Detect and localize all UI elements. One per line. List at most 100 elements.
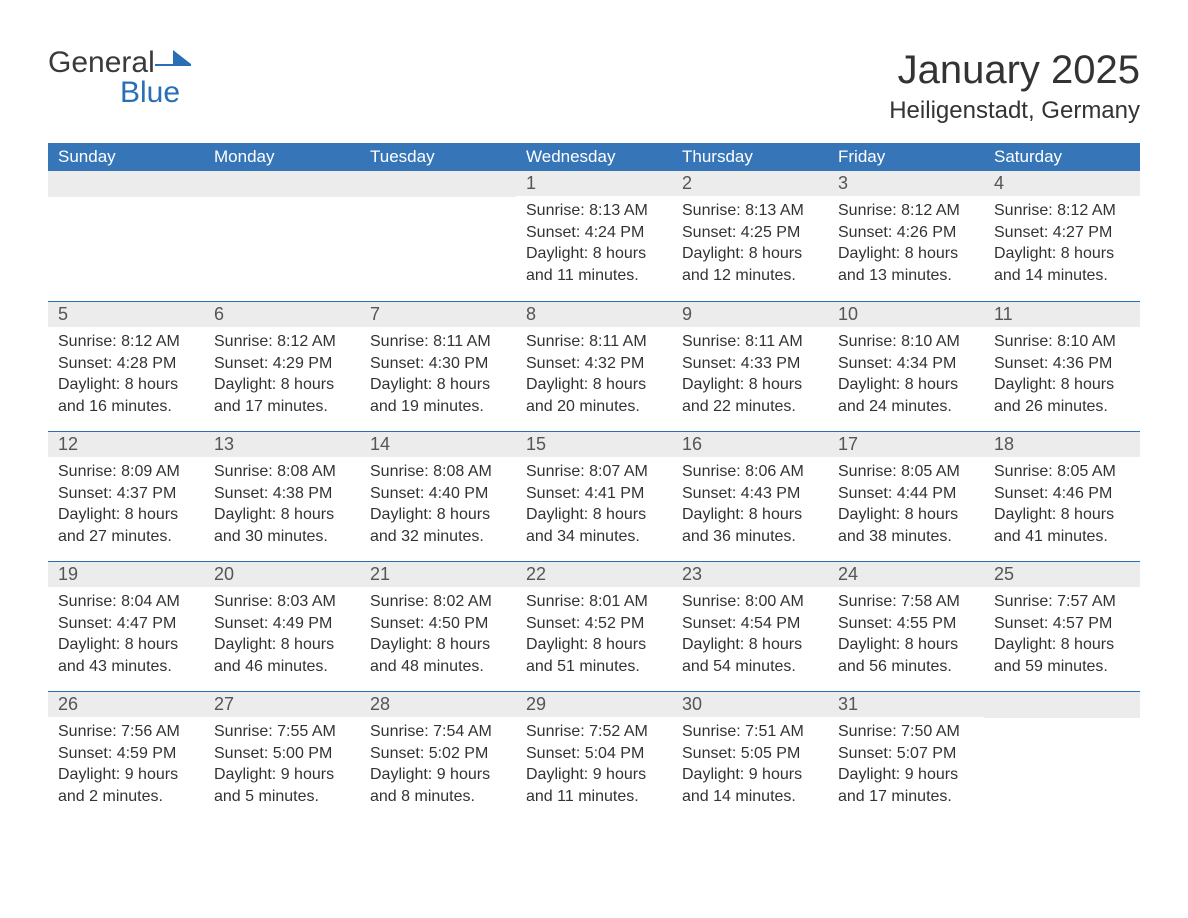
sunset-line: Sunset: 4:33 PM (682, 353, 822, 375)
daylight-line-1: Daylight: 8 hours (214, 504, 354, 526)
sunset-line: Sunset: 5:05 PM (682, 743, 822, 765)
daylight-line-2: and 43 minutes. (58, 656, 198, 678)
sunset-line: Sunset: 4:32 PM (526, 353, 666, 375)
weekday-header: Monday (204, 147, 360, 167)
sunrise-line: Sunrise: 7:52 AM (526, 721, 666, 743)
day-cell: 24Sunrise: 7:58 AMSunset: 4:55 PMDayligh… (828, 562, 984, 691)
day-cell: 26Sunrise: 7:56 AMSunset: 4:59 PMDayligh… (48, 692, 204, 821)
day-cell: 1Sunrise: 8:13 AMSunset: 4:24 PMDaylight… (516, 171, 672, 301)
daylight-line-1: Daylight: 8 hours (214, 634, 354, 656)
sunrise-line: Sunrise: 8:12 AM (838, 200, 978, 222)
sunset-line: Sunset: 4:47 PM (58, 613, 198, 635)
day-info: Sunrise: 7:56 AMSunset: 4:59 PMDaylight:… (54, 721, 198, 807)
day-number: 12 (48, 432, 204, 457)
day-info: Sunrise: 8:12 AMSunset: 4:29 PMDaylight:… (210, 331, 354, 417)
day-info: Sunrise: 7:54 AMSunset: 5:02 PMDaylight:… (366, 721, 510, 807)
day-info: Sunrise: 8:12 AMSunset: 4:27 PMDaylight:… (990, 200, 1134, 286)
sunrise-line: Sunrise: 7:55 AM (214, 721, 354, 743)
day-info: Sunrise: 7:57 AMSunset: 4:57 PMDaylight:… (990, 591, 1134, 677)
sunset-line: Sunset: 5:02 PM (370, 743, 510, 765)
day-info: Sunrise: 8:12 AMSunset: 4:26 PMDaylight:… (834, 200, 978, 286)
day-number: 27 (204, 692, 360, 717)
sunset-line: Sunset: 4:59 PM (58, 743, 198, 765)
day-cell: 23Sunrise: 8:00 AMSunset: 4:54 PMDayligh… (672, 562, 828, 691)
day-number-empty (48, 171, 204, 197)
day-cell (360, 171, 516, 301)
day-number: 3 (828, 171, 984, 196)
weeks-container: 1Sunrise: 8:13 AMSunset: 4:24 PMDaylight… (48, 171, 1140, 821)
day-info: Sunrise: 8:07 AMSunset: 4:41 PMDaylight:… (522, 461, 666, 547)
day-number: 31 (828, 692, 984, 717)
daylight-line-1: Daylight: 8 hours (370, 634, 510, 656)
sunrise-line: Sunrise: 8:06 AM (682, 461, 822, 483)
sunrise-line: Sunrise: 7:56 AM (58, 721, 198, 743)
day-number: 28 (360, 692, 516, 717)
week-row: 26Sunrise: 7:56 AMSunset: 4:59 PMDayligh… (48, 691, 1140, 821)
sunset-line: Sunset: 4:30 PM (370, 353, 510, 375)
day-info: Sunrise: 8:12 AMSunset: 4:28 PMDaylight:… (54, 331, 198, 417)
day-cell: 15Sunrise: 8:07 AMSunset: 4:41 PMDayligh… (516, 432, 672, 561)
day-info: Sunrise: 8:04 AMSunset: 4:47 PMDaylight:… (54, 591, 198, 677)
day-info: Sunrise: 8:02 AMSunset: 4:50 PMDaylight:… (366, 591, 510, 677)
daylight-line-1: Daylight: 9 hours (682, 764, 822, 786)
day-cell: 11Sunrise: 8:10 AMSunset: 4:36 PMDayligh… (984, 302, 1140, 431)
sunrise-line: Sunrise: 8:11 AM (526, 331, 666, 353)
sunset-line: Sunset: 4:44 PM (838, 483, 978, 505)
sunset-line: Sunset: 4:55 PM (838, 613, 978, 635)
weekday-header: Saturday (984, 147, 1140, 167)
daylight-line-1: Daylight: 8 hours (682, 374, 822, 396)
day-cell: 7Sunrise: 8:11 AMSunset: 4:30 PMDaylight… (360, 302, 516, 431)
day-cell: 18Sunrise: 8:05 AMSunset: 4:46 PMDayligh… (984, 432, 1140, 561)
sunset-line: Sunset: 4:52 PM (526, 613, 666, 635)
daylight-line-1: Daylight: 8 hours (682, 634, 822, 656)
sunrise-line: Sunrise: 7:54 AM (370, 721, 510, 743)
day-info: Sunrise: 8:05 AMSunset: 4:44 PMDaylight:… (834, 461, 978, 547)
sunset-line: Sunset: 5:07 PM (838, 743, 978, 765)
sunrise-line: Sunrise: 8:11 AM (370, 331, 510, 353)
day-number: 9 (672, 302, 828, 327)
sunrise-line: Sunrise: 8:12 AM (214, 331, 354, 353)
day-number: 5 (48, 302, 204, 327)
sunset-line: Sunset: 4:49 PM (214, 613, 354, 635)
daylight-line-2: and 2 minutes. (58, 786, 198, 808)
daylight-line-1: Daylight: 8 hours (370, 374, 510, 396)
daylight-line-1: Daylight: 9 hours (214, 764, 354, 786)
day-number: 2 (672, 171, 828, 196)
daylight-line-2: and 51 minutes. (526, 656, 666, 678)
sunrise-line: Sunrise: 8:08 AM (214, 461, 354, 483)
daylight-line-2: and 22 minutes. (682, 396, 822, 418)
day-cell: 21Sunrise: 8:02 AMSunset: 4:50 PMDayligh… (360, 562, 516, 691)
day-number: 1 (516, 171, 672, 196)
daylight-line-1: Daylight: 8 hours (994, 634, 1134, 656)
daylight-line-2: and 13 minutes. (838, 265, 978, 287)
day-info: Sunrise: 8:11 AMSunset: 4:32 PMDaylight:… (522, 331, 666, 417)
daylight-line-2: and 8 minutes. (370, 786, 510, 808)
day-number: 22 (516, 562, 672, 587)
day-cell (984, 692, 1140, 821)
day-number: 25 (984, 562, 1140, 587)
day-cell (204, 171, 360, 301)
daylight-line-1: Daylight: 8 hours (58, 374, 198, 396)
day-info: Sunrise: 7:58 AMSunset: 4:55 PMDaylight:… (834, 591, 978, 677)
day-cell: 14Sunrise: 8:08 AMSunset: 4:40 PMDayligh… (360, 432, 516, 561)
day-number: 11 (984, 302, 1140, 327)
sunset-line: Sunset: 4:50 PM (370, 613, 510, 635)
daylight-line-2: and 24 minutes. (838, 396, 978, 418)
sunrise-line: Sunrise: 7:57 AM (994, 591, 1134, 613)
day-number-empty (360, 171, 516, 197)
daylight-line-1: Daylight: 8 hours (58, 634, 198, 656)
logo-text-general: General (48, 46, 155, 79)
logo-text-block: General Blue (48, 48, 191, 108)
day-info: Sunrise: 7:55 AMSunset: 5:00 PMDaylight:… (210, 721, 354, 807)
day-info: Sunrise: 8:11 AMSunset: 4:30 PMDaylight:… (366, 331, 510, 417)
daylight-line-1: Daylight: 8 hours (682, 504, 822, 526)
daylight-line-2: and 34 minutes. (526, 526, 666, 548)
daylight-line-2: and 41 minutes. (994, 526, 1134, 548)
day-cell: 16Sunrise: 8:06 AMSunset: 4:43 PMDayligh… (672, 432, 828, 561)
sunset-line: Sunset: 4:24 PM (526, 222, 666, 244)
sunrise-line: Sunrise: 8:12 AM (58, 331, 198, 353)
daylight-line-1: Daylight: 9 hours (370, 764, 510, 786)
daylight-line-2: and 54 minutes. (682, 656, 822, 678)
daylight-line-1: Daylight: 8 hours (994, 374, 1134, 396)
weekday-header-row: SundayMondayTuesdayWednesdayThursdayFrid… (48, 143, 1140, 171)
